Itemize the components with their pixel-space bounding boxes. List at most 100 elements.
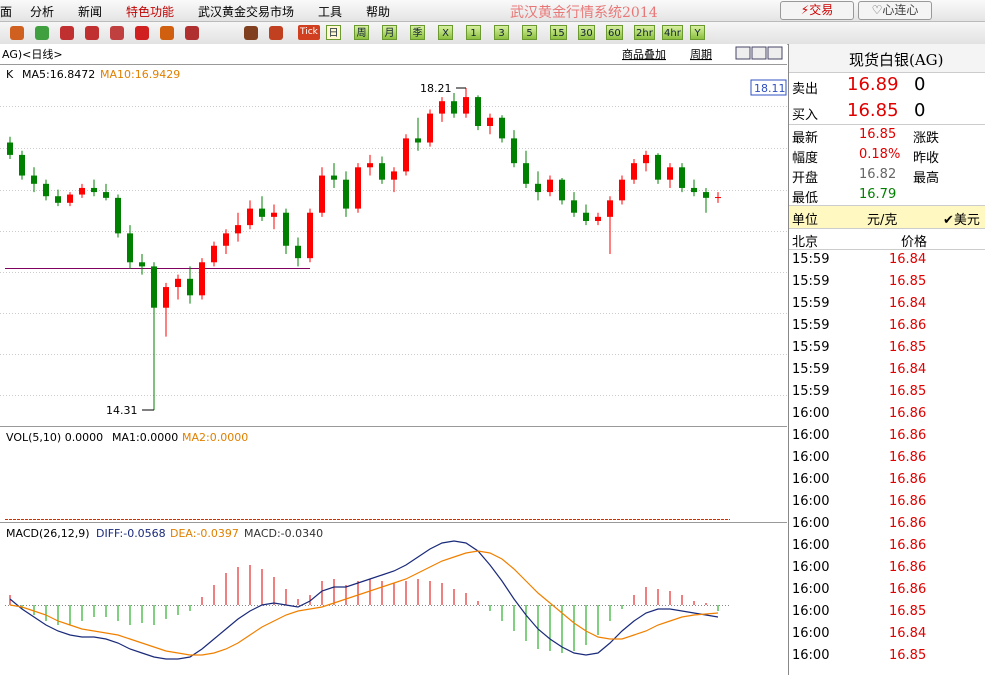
- nav-icon[interactable]: [751, 46, 767, 60]
- candle-body: [355, 167, 361, 209]
- candle-body: [103, 192, 109, 198]
- period-button[interactable]: 1: [466, 25, 481, 40]
- vol-ma1: MA1:0.0000: [112, 431, 178, 444]
- unit-label: 单位: [792, 213, 819, 228]
- link[interactable]: 商品叠加: [622, 47, 666, 61]
- tool-icon[interactable]: [269, 26, 283, 40]
- tool-icon[interactable]: [110, 26, 124, 40]
- candle-body: [175, 278, 181, 288]
- trade-button[interactable]: ⚡交易: [780, 1, 854, 20]
- period-button[interactable]: 30: [578, 25, 595, 40]
- period-button[interactable]: 月: [382, 25, 397, 40]
- tick-price: 16.85: [889, 274, 927, 289]
- symbol: AG)<日线>: [2, 47, 63, 61]
- period-button[interactable]: Y: [690, 25, 705, 40]
- menu-item[interactable]: 工具: [318, 5, 343, 19]
- high-annotation: 18.21: [420, 82, 452, 95]
- tick-price: 16.86: [889, 406, 927, 421]
- nav-icon[interactable]: [735, 46, 751, 60]
- menu-item[interactable]: 面: [0, 5, 13, 19]
- chart-bg: [0, 44, 787, 675]
- candle-body: [91, 187, 97, 193]
- tick-time: 16:00: [792, 648, 830, 663]
- candle-body: [247, 208, 253, 226]
- stat-label: 涨跌: [913, 131, 940, 146]
- tick-price: 16.86: [889, 450, 927, 465]
- tool-icon[interactable]: [135, 26, 149, 40]
- ticks-header: 北京 价格: [789, 229, 985, 250]
- dif-line: [9, 540, 719, 660]
- candle-body: [19, 154, 25, 176]
- menu-item[interactable]: 新闻: [78, 5, 103, 19]
- ma5-label: MA5:16.8472: [22, 68, 95, 81]
- tool-icon[interactable]: [85, 26, 99, 40]
- period-button[interactable]: X: [438, 25, 453, 40]
- tick-button[interactable]: Tick: [298, 25, 320, 40]
- period-button[interactable]: 季: [410, 25, 425, 40]
- sell-label: 卖出: [792, 82, 819, 97]
- bid-ask: 卖出 16.89 0 买入 16.85 0: [789, 72, 985, 125]
- tick-price: 16.86: [889, 472, 927, 487]
- period-button[interactable]: 60: [606, 25, 623, 40]
- tick-price: 16.86: [889, 428, 927, 443]
- candle-body: [79, 187, 85, 195]
- candle-body: [463, 97, 469, 114]
- sell-price: 16.89: [847, 74, 899, 95]
- tick-price: 16.86: [889, 318, 927, 333]
- candle-body: [655, 154, 661, 180]
- tick-price: 16.86: [889, 582, 927, 597]
- candle-body: [571, 200, 577, 213]
- candle-body: [667, 167, 673, 180]
- period-button[interactable]: 15: [550, 25, 567, 40]
- tool-icon[interactable]: [160, 26, 174, 40]
- candle-body: [127, 233, 133, 263]
- heart-button[interactable]: ♡心连心: [858, 1, 932, 20]
- period-button[interactable]: 2hr: [634, 25, 655, 40]
- quote-title: 现货白银(AG): [849, 51, 944, 69]
- macd-value-label: MACD:-0.0340: [244, 527, 323, 540]
- tick-price: 16.85: [889, 648, 927, 663]
- tool-icon[interactable]: [35, 26, 49, 40]
- candle-body: [703, 192, 709, 198]
- tick-time: 16:00: [792, 604, 830, 619]
- period-button[interactable]: 4hr: [662, 25, 683, 40]
- candle-body: [499, 117, 505, 139]
- period-button[interactable]: 日: [326, 25, 341, 40]
- stats: 最新 16.85 涨跌 幅度 0.18% 昨收 开盘 16.82 最高 最低 16.79: [789, 125, 985, 206]
- menu-item[interactable]: 特色功能: [126, 5, 175, 19]
- candle-body: [235, 225, 241, 234]
- currency[interactable]: ✔美元: [943, 213, 980, 228]
- tool-icon[interactable]: [185, 26, 199, 40]
- dea-label: DEA:-0.0397: [170, 527, 239, 540]
- period-button[interactable]: 周: [354, 25, 369, 40]
- menu-item[interactable]: 武汉黄金交易市场: [198, 5, 295, 19]
- period-button[interactable]: 3: [494, 25, 509, 40]
- menu-item[interactable]: 分析: [30, 5, 55, 19]
- tick-price: 16.84: [889, 252, 927, 267]
- toolbar: Tick 日周月季 X 1 3 5 15 30 60 2hr 4hr Y: [0, 22, 985, 45]
- candle-body: [595, 216, 601, 221]
- stat-value: 16.79: [859, 187, 897, 202]
- stat-label: 幅度: [792, 151, 819, 166]
- candle-body: [427, 113, 433, 143]
- tool-icon[interactable]: [60, 26, 74, 40]
- price-box: [750, 79, 787, 96]
- tick-time: 16:00: [792, 538, 830, 553]
- link[interactable]: 周期: [690, 48, 712, 61]
- button-label: 心连心: [882, 3, 919, 17]
- tool-icon[interactable]: [10, 26, 24, 40]
- candle-body: [391, 171, 397, 180]
- price-header: 价格: [901, 235, 928, 250]
- candle-body: [319, 175, 325, 213]
- stat-label: 最高: [913, 171, 940, 186]
- button-label: 交易: [809, 3, 834, 17]
- nav-icon[interactable]: [767, 46, 783, 60]
- candle-body: [271, 212, 277, 217]
- period-button[interactable]: 5: [522, 25, 537, 40]
- menu-item[interactable]: 帮助: [366, 5, 391, 19]
- stat-label: 最低: [792, 191, 819, 206]
- tool-icon[interactable]: [244, 26, 258, 40]
- candle-body: [55, 196, 61, 203]
- tick-price: 16.85: [889, 604, 927, 619]
- ma10-label: MA10:16.9429: [100, 68, 180, 81]
